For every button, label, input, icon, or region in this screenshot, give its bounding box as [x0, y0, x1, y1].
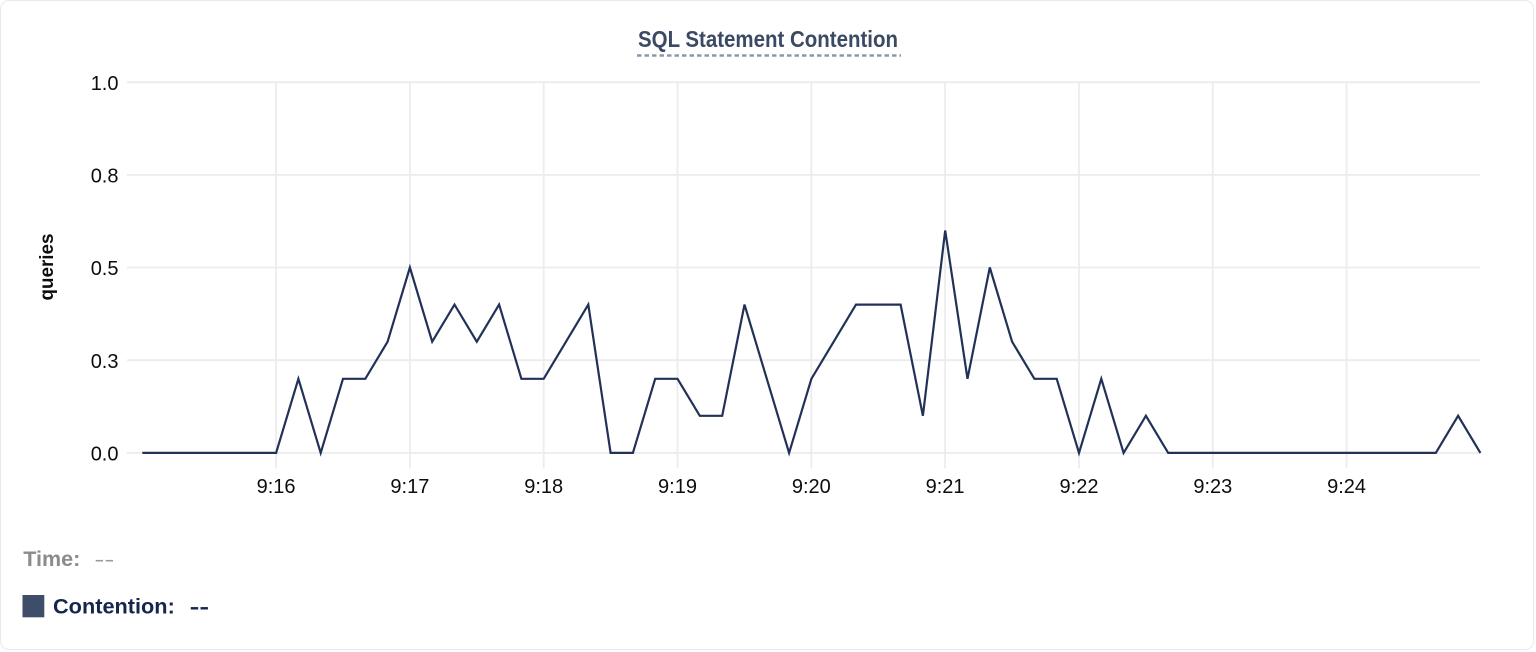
- svg-text:--: --: [94, 549, 114, 571]
- svg-text:0.0: 0.0: [91, 444, 119, 466]
- svg-text:0.3: 0.3: [91, 351, 119, 373]
- svg-text:Time:: Time:: [23, 548, 80, 571]
- svg-text:9:17: 9:17: [390, 476, 429, 498]
- svg-text:9:22: 9:22: [1060, 476, 1099, 498]
- svg-text:0.5: 0.5: [91, 258, 119, 280]
- svg-text:0.8: 0.8: [91, 166, 119, 188]
- svg-text:9:24: 9:24: [1327, 476, 1366, 498]
- svg-text:9:21: 9:21: [926, 476, 965, 498]
- svg-text:9:19: 9:19: [658, 476, 697, 498]
- svg-text:1.0: 1.0: [91, 73, 119, 95]
- svg-text:9:18: 9:18: [524, 476, 563, 498]
- svg-text:SQL Statement Contention: SQL Statement Contention: [638, 26, 898, 52]
- svg-text:9:23: 9:23: [1193, 476, 1232, 498]
- svg-text:9:16: 9:16: [257, 476, 296, 498]
- svg-text:Contention:: Contention:: [53, 595, 175, 618]
- svg-text:9:20: 9:20: [792, 476, 831, 498]
- svg-text:queries: queries: [36, 233, 58, 300]
- svg-text:--: --: [190, 596, 210, 618]
